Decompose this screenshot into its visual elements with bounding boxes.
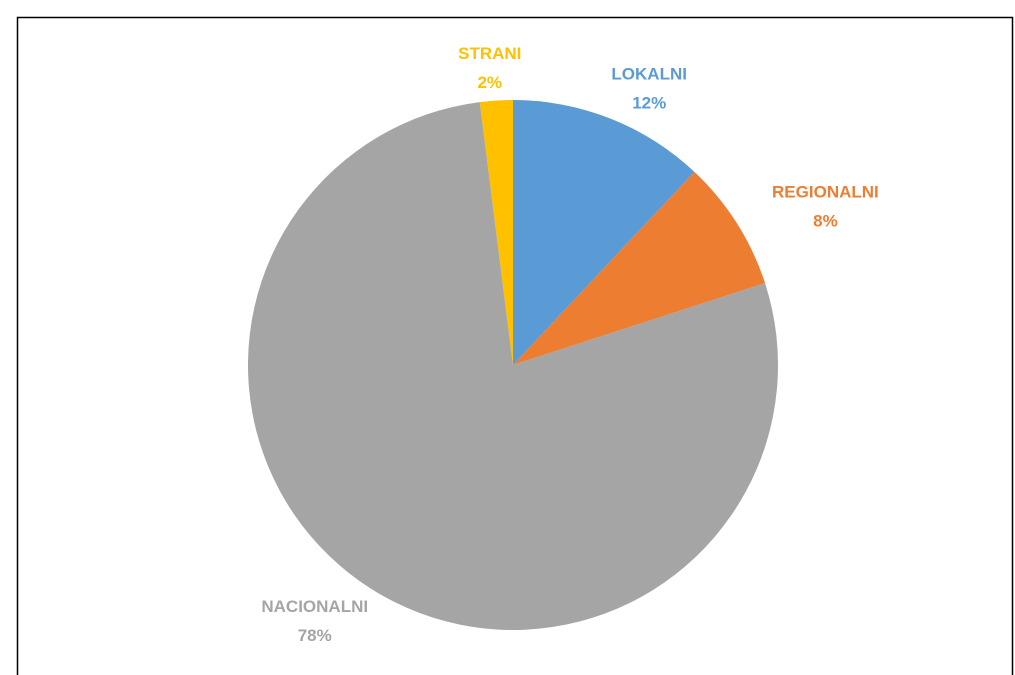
slice-value-label: 12% [632,94,666,113]
slice-category-label: LOKALNI [611,65,687,84]
slice-value-label: 8% [813,212,838,231]
slice-category-label: NACIONALNI [261,597,368,616]
slice-category-label: STRANI [458,44,521,63]
pie-slice [513,171,766,365]
slice-value-label: 78% [298,626,332,645]
pie-slice [479,100,513,365]
pie-slice [248,102,779,630]
slice-category-label: REGIONALNI [772,183,879,202]
pie-slice [513,100,695,365]
slice-value-label: 2% [477,73,502,92]
